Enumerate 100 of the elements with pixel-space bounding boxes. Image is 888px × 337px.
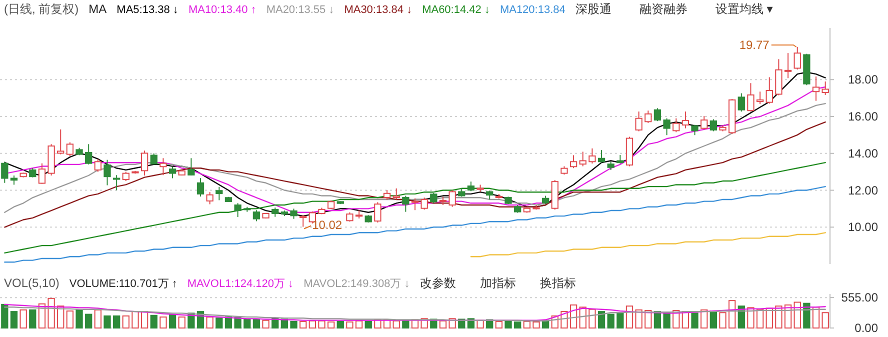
candlestick [206,192,214,205]
candlestick [66,142,74,157]
candlestick [672,118,680,133]
bar [532,321,540,328]
candlestick [85,144,92,165]
text: MA120:13.84 [500,4,566,16]
candlestick [1,161,8,184]
candlestick [467,181,475,192]
candlestick [216,186,223,201]
bar [700,309,708,328]
bar [178,316,186,328]
candlestick [38,162,46,184]
bar [48,298,55,328]
bar [10,311,18,328]
text: MA60:14.42 ↓ [422,4,490,16]
bar [132,311,139,328]
y-tick-label: 0.00 [854,321,878,335]
candlestick [140,150,148,176]
candlestick [160,158,167,176]
bar [346,321,354,328]
candlestick [738,92,745,112]
candlestick [644,110,652,124]
bar [607,314,614,328]
bar [616,312,624,328]
bar [402,320,410,328]
y-tick-label: 12.00 [848,183,878,198]
candlestick [710,118,718,132]
candlestick [570,154,578,169]
text: 改参数 [420,276,456,290]
bar [104,315,111,328]
annotation: 10.02 [312,218,342,232]
y-tick-label: 14.00 [848,146,878,160]
bar [150,314,158,328]
candlestick [812,76,820,102]
candlestick [150,152,158,165]
text: MAVOL1:124.120万 ↓ [187,278,294,290]
bar [318,320,326,328]
text: 融资融券 [639,2,688,16]
bar [327,321,335,328]
bar [719,312,726,328]
bar [112,315,120,328]
text: 加指标 [480,276,516,290]
bar [756,308,764,328]
candlestick [402,195,410,212]
bar [710,310,718,328]
bar [308,320,316,328]
bar [168,314,176,328]
bar [122,315,130,328]
candlestick [766,76,773,104]
bar [206,316,214,328]
candlestick [122,171,130,182]
bar [300,320,307,328]
y-tick-label: 16.00 [848,110,878,124]
candlestick [10,175,18,186]
candlestick [448,190,456,208]
candlestick [196,178,204,198]
candlestick [747,82,754,112]
line-series [470,232,826,258]
bar [822,312,829,328]
annotation: 19.77 [739,38,770,52]
line-series [4,121,826,228]
bar [85,314,92,328]
bar [94,309,102,328]
text: MA30:13.84 ↓ [344,4,412,16]
bar [523,320,530,328]
bar [66,310,74,328]
text: MA10:13.40 ↑ [188,4,256,16]
candlestick [579,151,586,167]
bar [76,309,83,328]
candlestick [430,192,438,204]
candlestick [300,214,307,228]
bar [290,320,298,328]
bar [252,318,260,328]
line-series [4,306,826,322]
candlestick [392,188,400,200]
bar [691,312,698,328]
text: MA20:13.55 ↓ [266,4,334,16]
candlestick [691,124,698,136]
bar [504,320,512,328]
candlestick [654,108,662,122]
bar [355,320,363,328]
bar [216,318,223,328]
bar [1,304,8,328]
chart-title: VOL(5,10) [4,276,60,290]
candlestick [234,202,242,218]
candlestick [635,111,642,132]
candlestick [700,115,708,130]
legend-title: MA [88,2,107,16]
bar [728,300,736,328]
candlestick [794,46,801,70]
candlestick [663,118,670,136]
bar [364,320,372,328]
bar [336,320,344,328]
candlestick [682,111,690,129]
line-series [4,304,826,321]
candlestick [822,80,829,96]
candlestick [588,148,596,164]
bar [514,321,522,328]
bar [626,306,634,328]
y-tick-label: 10.00 [848,220,878,234]
